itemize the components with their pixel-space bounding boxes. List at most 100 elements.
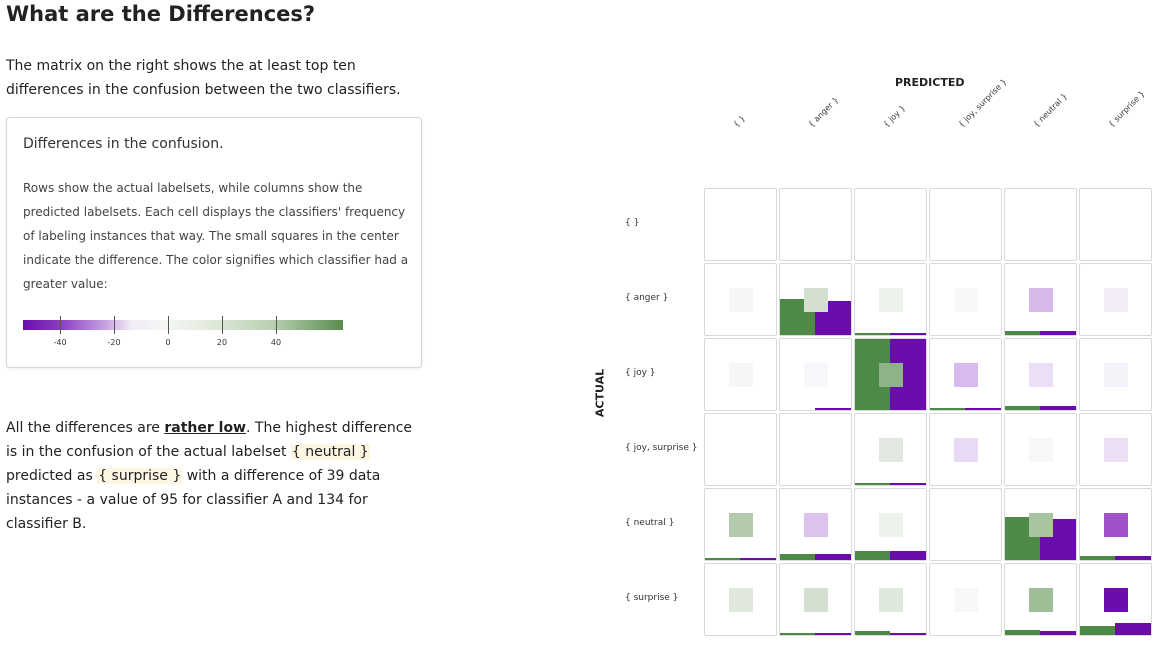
matrix-cell[interactable] [854, 563, 927, 636]
classifier-b-bar [1115, 623, 1151, 635]
conclusion-part: with a difference of 39 data instances -… [6, 468, 381, 532]
actual-labelset: { neutral } [290, 444, 370, 460]
difference-square [879, 588, 903, 612]
matrix-cell[interactable] [704, 563, 777, 636]
classifier-b-bar [815, 633, 851, 635]
classifier-a-bar [1080, 626, 1115, 635]
difference-square [1029, 588, 1053, 612]
legend-tick [168, 316, 169, 334]
difference-square [804, 588, 828, 612]
difference-square [1104, 588, 1128, 612]
matrix-cell[interactable] [929, 188, 1002, 261]
matrix-cell[interactable] [1004, 413, 1077, 486]
matrix-cell[interactable] [704, 338, 777, 411]
matrix-cell[interactable] [929, 563, 1002, 636]
legend-tick [114, 316, 115, 334]
difference-square [879, 363, 903, 387]
column-label: { } [731, 113, 748, 129]
legend-tick [276, 316, 277, 334]
matrix-cell[interactable] [1079, 563, 1152, 636]
matrix-cell[interactable] [854, 338, 927, 411]
matrix-cell[interactable] [704, 263, 777, 336]
difference-square [1104, 363, 1128, 387]
matrix-cell[interactable] [854, 188, 927, 261]
row-label: { joy } [625, 368, 656, 378]
classifier-a-bar [855, 483, 890, 485]
predicted-axis-title: PREDICTED [895, 76, 965, 89]
matrix-cell[interactable] [779, 188, 852, 261]
matrix-cell[interactable] [779, 563, 852, 636]
difference-square [804, 363, 828, 387]
matrix-cell[interactable] [929, 488, 1002, 561]
classifier-b-bar [740, 558, 776, 560]
classifier-b-bar [890, 551, 926, 560]
classifier-a-bar [930, 408, 965, 410]
legend-card: Differences in the confusion. Rows show … [6, 117, 422, 368]
matrix-cell[interactable] [704, 413, 777, 486]
matrix-cell[interactable] [779, 488, 852, 561]
difference-square [1104, 288, 1128, 312]
difference-square [954, 363, 978, 387]
classifier-b-bar [890, 483, 926, 485]
classifier-a-bar [780, 554, 815, 560]
matrix-cell[interactable] [929, 338, 1002, 411]
row-label: { neutral } [625, 518, 675, 528]
difference-square [879, 513, 903, 537]
color-legend-bar [23, 320, 343, 330]
predicted-labelset: { surprise } [97, 468, 183, 484]
matrix-cell[interactable] [779, 263, 852, 336]
row-label: { joy, surprise } [625, 443, 698, 453]
legend-tick-label: -20 [107, 338, 121, 347]
row-label: { } [625, 218, 640, 228]
difference-square [954, 588, 978, 612]
difference-square [1029, 363, 1053, 387]
matrix-cell[interactable] [1079, 338, 1152, 411]
matrix-cell[interactable] [854, 488, 927, 561]
classifier-b-bar [1040, 631, 1076, 635]
emphasis-link[interactable]: rather low [164, 420, 246, 436]
matrix-cell[interactable] [1004, 263, 1077, 336]
row-label: { anger } [625, 293, 669, 303]
row-label: { surprise } [625, 593, 679, 603]
difference-square [1029, 438, 1053, 462]
classifier-b-bar [1115, 556, 1151, 560]
matrix-cell[interactable] [1004, 338, 1077, 411]
difference-square [879, 288, 903, 312]
classifier-b-bar [890, 333, 926, 335]
column-label: { anger } [806, 95, 841, 129]
legend-tick-label: 40 [270, 338, 282, 347]
classifier-b-bar [1040, 406, 1076, 410]
matrix-cell[interactable] [929, 263, 1002, 336]
matrix-cell[interactable] [929, 413, 1002, 486]
classifier-a-bar [855, 333, 890, 335]
card-description: Rows show the actual labelsets, while co… [23, 181, 409, 291]
classifier-b-bar [815, 554, 851, 560]
matrix-cell[interactable] [704, 188, 777, 261]
difference-square [729, 513, 753, 537]
matrix-cell[interactable] [1004, 188, 1077, 261]
legend-tick-label: 20 [216, 338, 228, 347]
classifier-a-bar [1005, 331, 1040, 335]
column-label: { surprise } [1106, 89, 1147, 129]
matrix-cell[interactable] [1079, 263, 1152, 336]
difference-square [954, 438, 978, 462]
matrix-cell[interactable] [1004, 563, 1077, 636]
classifier-b-bar [815, 408, 851, 410]
matrix-cell[interactable] [854, 413, 927, 486]
matrix-cell[interactable] [779, 413, 852, 486]
legend-tick-label: -40 [53, 338, 67, 347]
classifier-a-bar [1080, 556, 1115, 560]
classifier-b-bar [1040, 331, 1076, 335]
difference-square [879, 438, 903, 462]
matrix-cell[interactable] [1079, 188, 1152, 261]
matrix-cell[interactable] [1079, 413, 1152, 486]
actual-axis-title: ACTUAL [593, 368, 607, 418]
matrix-cell[interactable] [779, 338, 852, 411]
matrix-cell[interactable] [704, 488, 777, 561]
matrix-cell[interactable] [854, 263, 927, 336]
matrix-cell[interactable] [1004, 488, 1077, 561]
classifier-b-bar [890, 633, 926, 635]
difference-square [1029, 288, 1053, 312]
matrix-cell[interactable] [1079, 488, 1152, 561]
difference-square [804, 513, 828, 537]
